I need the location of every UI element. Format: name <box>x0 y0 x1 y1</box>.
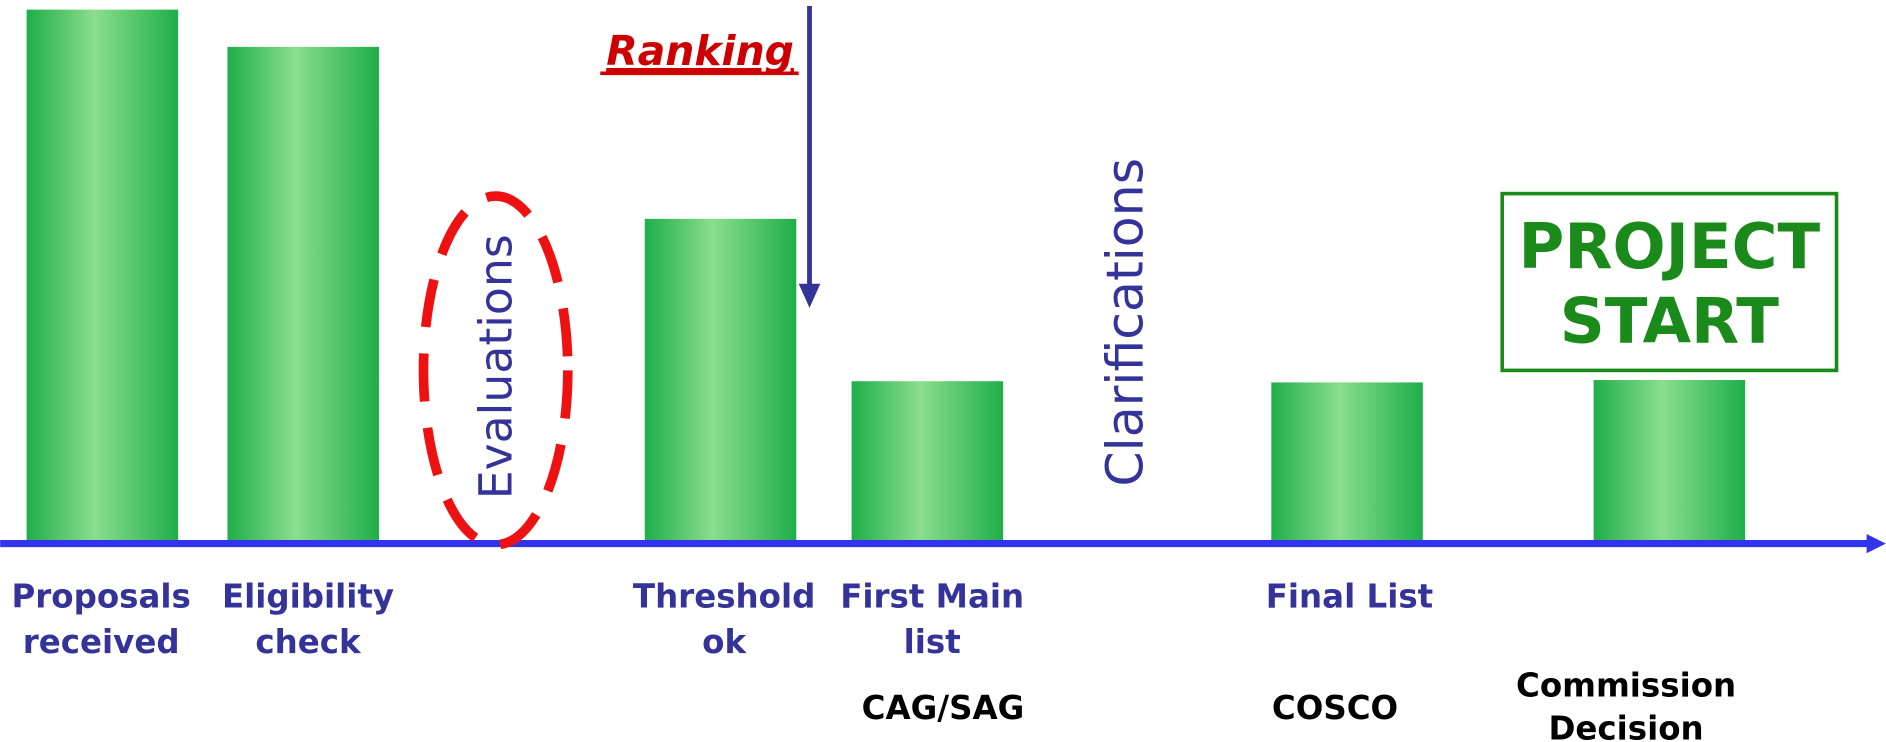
decision-body: Decision <box>1548 710 1703 742</box>
stage-label: Threshold <box>633 577 815 615</box>
bar <box>227 46 379 544</box>
clarifications-label: Clarifications <box>1096 158 1155 487</box>
bars <box>26 9 1746 544</box>
stage-label: First Main <box>840 577 1024 615</box>
stage-label: Final List <box>1266 577 1433 615</box>
axis-arrowhead <box>1866 533 1886 554</box>
bar <box>644 218 797 544</box>
ranking-arrowhead <box>798 283 821 308</box>
stage-label: received <box>23 623 180 661</box>
stage-label: ok <box>702 623 747 661</box>
bar <box>851 381 1004 544</box>
milestone-label: PROJECT <box>1519 210 1821 283</box>
bar <box>26 9 179 544</box>
decision-body: COSCO <box>1272 689 1398 727</box>
stage-label: check <box>255 623 362 661</box>
milestone-label: START <box>1560 285 1780 358</box>
evaluations-label: Evaluations <box>469 234 522 499</box>
decision-body: CAG/SAG <box>862 689 1025 727</box>
decision-body: Commission <box>1516 666 1736 704</box>
bar <box>1271 382 1423 544</box>
evaluation-ellipse <box>418 191 573 550</box>
bar <box>1593 380 1746 544</box>
stage-label: Eligibility <box>222 577 394 615</box>
stage-label: list <box>904 623 961 661</box>
ranking-label: Ranking <box>606 27 794 75</box>
stage-label: Proposals <box>12 577 191 615</box>
milestone-box <box>1500 191 1839 373</box>
